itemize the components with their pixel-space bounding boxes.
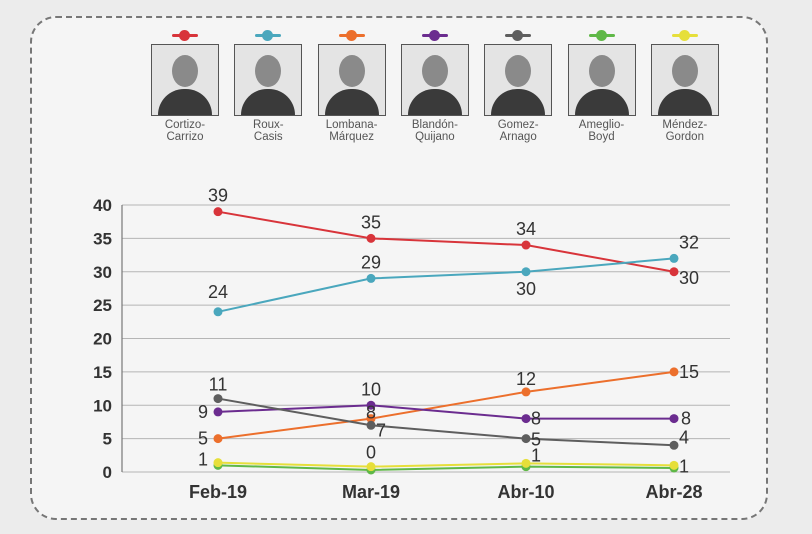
y-tick-label: 35 xyxy=(93,229,112,248)
series-line xyxy=(217,370,675,440)
data-point xyxy=(366,462,376,472)
y-tick-label: 0 xyxy=(103,463,112,482)
data-label: 8 xyxy=(366,403,376,423)
series-line xyxy=(217,397,675,447)
data-label: 8 xyxy=(531,409,541,429)
legend-color-marker xyxy=(650,30,720,42)
candidate-photo xyxy=(317,44,386,116)
data-point xyxy=(521,387,531,397)
data-label: 7 xyxy=(376,420,386,440)
candidate-photo xyxy=(650,44,719,116)
data-point xyxy=(669,367,679,377)
y-tick-label: 30 xyxy=(93,263,112,282)
data-point xyxy=(521,434,531,444)
y-tick-label: 20 xyxy=(93,330,112,349)
candidate-4: Gomez- Arnago xyxy=(483,30,553,143)
candidate-name: Méndez- Gordon xyxy=(662,119,708,143)
candidate-1: Roux- Casis xyxy=(233,30,303,143)
y-tick-label: 15 xyxy=(93,363,112,382)
candidate-name: Blandón- Quijano xyxy=(411,119,458,143)
y-tick-label: 5 xyxy=(103,430,112,449)
data-label: 1 xyxy=(531,445,541,465)
data-point xyxy=(521,267,531,277)
candidate-photo xyxy=(567,44,636,116)
data-label: 30 xyxy=(679,268,699,288)
series-line xyxy=(217,461,675,468)
data-label: 1 xyxy=(679,456,689,476)
data-point xyxy=(521,414,531,424)
legend-color-marker xyxy=(317,30,387,42)
data-label: 39 xyxy=(208,186,228,206)
data-label: 9 xyxy=(198,402,208,422)
series-line xyxy=(217,464,675,471)
x-tick-label: Mar-19 xyxy=(342,482,400,502)
legend-color-marker xyxy=(400,30,470,42)
candidate-2: Lombana- Márquez xyxy=(317,30,387,143)
data-label: 15 xyxy=(679,362,699,382)
candidate-5: Ameglio- Boyd xyxy=(567,30,637,143)
data-point xyxy=(521,458,531,468)
data-point xyxy=(521,240,531,250)
candidate-legend: Cortizo- Carrizo Roux- Casis Lombana- Márquez… xyxy=(150,30,730,150)
candidate-0: Cortizo- Carrizo xyxy=(150,30,220,143)
candidate-photo xyxy=(400,44,469,116)
data-point xyxy=(366,273,376,283)
data-point xyxy=(669,267,679,277)
candidate-photo xyxy=(484,44,553,116)
x-tick-label: Feb-19 xyxy=(189,482,247,502)
data-point xyxy=(669,253,679,263)
data-label: 35 xyxy=(361,212,381,232)
data-label: 29 xyxy=(361,252,381,272)
data-point xyxy=(366,233,376,243)
y-tick-label: 40 xyxy=(93,196,112,215)
data-label: 32 xyxy=(679,232,699,252)
x-tick-label: Abr-10 xyxy=(497,482,554,502)
data-label: 5 xyxy=(531,430,541,450)
data-point xyxy=(669,414,679,424)
data-label: 12 xyxy=(516,369,536,389)
data-label: 8 xyxy=(681,409,691,429)
data-label: 1 xyxy=(198,450,208,470)
data-point xyxy=(213,307,223,317)
data-label: 24 xyxy=(208,282,228,302)
candidate-3: Blandón- Quijano xyxy=(400,30,470,143)
legend-color-marker xyxy=(567,30,637,42)
data-label: 34 xyxy=(516,219,536,239)
candidate-name: Lombana- Márquez xyxy=(325,119,378,143)
y-tick-label: 10 xyxy=(93,396,112,415)
data-point xyxy=(669,440,679,450)
candidate-name: Gomez- Arnago xyxy=(497,119,539,143)
data-point xyxy=(366,420,376,430)
data-point xyxy=(213,458,223,468)
data-label: 30 xyxy=(516,279,536,299)
data-label: 5 xyxy=(198,429,208,449)
series-line xyxy=(217,404,674,420)
candidate-photo xyxy=(234,44,303,116)
data-point xyxy=(213,394,223,404)
candidate-name: Ameglio- Boyd xyxy=(578,119,625,143)
candidate-name: Roux- Casis xyxy=(252,119,284,143)
data-point xyxy=(213,434,223,444)
series-line xyxy=(217,257,675,313)
candidate-6: Méndez- Gordon xyxy=(650,30,720,143)
legend-color-marker xyxy=(233,30,303,42)
data-label: 10 xyxy=(361,379,381,399)
data-point xyxy=(669,460,679,470)
data-point xyxy=(213,407,223,417)
data-label: 4 xyxy=(679,427,689,447)
series-line xyxy=(217,210,675,273)
legend-color-marker xyxy=(150,30,220,42)
data-point xyxy=(366,414,376,424)
data-label: 11 xyxy=(209,375,228,395)
y-tick-label: 25 xyxy=(93,296,112,315)
x-tick-label: Abr-28 xyxy=(645,482,702,502)
legend-color-marker xyxy=(483,30,553,42)
data-point xyxy=(213,207,223,217)
data-point xyxy=(366,400,376,410)
candidate-photo xyxy=(151,44,219,116)
candidate-name: Cortizo- Carrizo xyxy=(164,119,206,143)
data-label: 0 xyxy=(366,443,376,463)
